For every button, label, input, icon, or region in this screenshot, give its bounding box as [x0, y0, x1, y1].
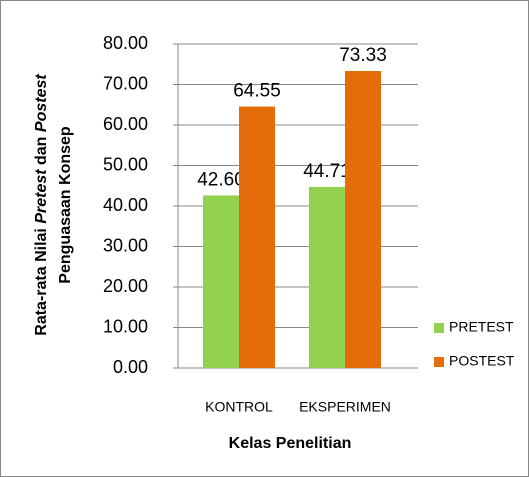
y-axis-title-part: Pretest: [33, 169, 50, 224]
y-tick-label: 10.00: [103, 316, 148, 336]
y-tick-label: 40.00: [103, 195, 148, 215]
value-label: 64.55: [233, 81, 281, 102]
y-axis-title-part: Rata-rata Nilai: [33, 228, 50, 336]
legend-label: POSTEST: [449, 353, 515, 369]
legend-label: PRETEST: [449, 319, 514, 335]
y-tick-label: 80.00: [103, 33, 148, 53]
y-tick-label: 70.00: [103, 73, 148, 93]
legend-swatch: [434, 323, 444, 333]
y-axis-title: Penguasaan Konsep: [57, 126, 74, 284]
value-label: 44.71: [303, 161, 351, 182]
y-tick-label: 0.00: [113, 357, 148, 377]
y-axis-title: Rata-rata Nilai Pretest dan Postest: [33, 74, 50, 336]
value-label: 73.33: [339, 45, 387, 66]
value-label: 42.60: [197, 169, 245, 190]
bar: [309, 186, 345, 368]
legend-swatch: [434, 357, 444, 367]
y-tick-label: 20.00: [103, 276, 148, 296]
y-tick-label: 60.00: [103, 114, 148, 134]
y-tick-label: 50.00: [103, 154, 148, 174]
y-axis-title-part: Penguasaan Konsep: [57, 126, 74, 284]
y-axis-title-part: Postest: [33, 74, 50, 132]
y-axis-title-part: dan: [33, 137, 50, 165]
x-tick-label: EKSPERIMEN: [299, 399, 391, 415]
x-tick-label: KONTROL: [205, 399, 273, 415]
bar: [239, 106, 275, 368]
x-axis-title: Kelas Penelitian: [229, 435, 352, 452]
y-tick-label: 30.00: [103, 235, 148, 255]
bar: [345, 71, 381, 369]
bar: [203, 195, 239, 368]
